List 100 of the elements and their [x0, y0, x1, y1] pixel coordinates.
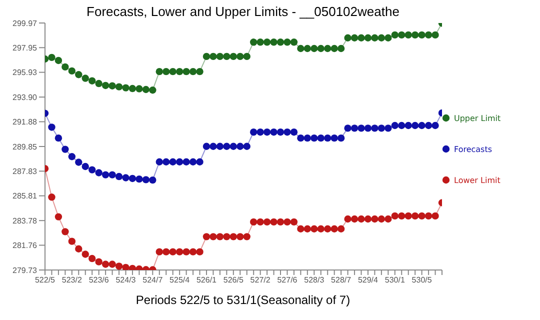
point — [256, 38, 264, 46]
legend-label: Lower Limit — [454, 176, 500, 184]
point — [68, 67, 76, 75]
point — [324, 44, 332, 52]
point — [128, 174, 136, 182]
point — [162, 248, 170, 256]
point — [378, 124, 386, 132]
y-tick-label: 295.93 — [12, 68, 38, 78]
point — [424, 31, 432, 39]
point — [284, 128, 291, 136]
y-tick-label: 297.95 — [12, 43, 38, 52]
point — [82, 250, 89, 258]
point — [196, 158, 204, 166]
point — [196, 248, 204, 256]
point — [142, 176, 150, 184]
point — [115, 262, 123, 270]
point — [276, 38, 284, 46]
point — [350, 34, 358, 42]
point — [243, 233, 250, 240]
y-tick-label: 299.97 — [12, 18, 38, 28]
point — [263, 218, 271, 226]
point — [156, 248, 163, 256]
y-tick-label: 289.85 — [12, 142, 38, 152]
point — [223, 142, 230, 150]
point — [350, 124, 358, 132]
point — [297, 134, 304, 142]
point — [263, 38, 271, 46]
x-tick-label: 523/6 — [88, 276, 110, 285]
point — [216, 233, 224, 240]
point — [48, 124, 56, 131]
point — [344, 34, 352, 42]
point — [276, 128, 284, 136]
point — [297, 225, 304, 232]
point — [189, 68, 197, 76]
point — [62, 146, 69, 153]
y-tick-label: 293.90 — [12, 92, 38, 102]
point — [270, 128, 278, 136]
point — [243, 142, 250, 150]
point — [75, 158, 82, 166]
point — [162, 68, 170, 76]
point — [384, 124, 392, 132]
point — [371, 124, 378, 132]
point — [371, 34, 378, 42]
point — [189, 158, 197, 166]
x-tick-label: 528/3 — [304, 276, 325, 285]
y-tick-label: 291.88 — [12, 118, 38, 127]
point — [142, 86, 150, 94]
point — [108, 171, 116, 178]
point — [169, 248, 176, 256]
point — [216, 142, 224, 150]
point — [424, 212, 432, 220]
point — [337, 134, 345, 142]
point — [236, 142, 244, 150]
point — [182, 68, 190, 76]
point — [243, 52, 250, 60]
point — [384, 215, 392, 223]
point — [210, 52, 217, 60]
point — [156, 158, 163, 166]
y-tick-label: 287.83 — [12, 166, 38, 176]
x-tick-label: 526/5 — [223, 276, 244, 285]
point — [344, 124, 352, 132]
point — [54, 56, 62, 64]
point — [230, 142, 238, 150]
point — [108, 260, 116, 268]
x-tick-label: 525/4 — [170, 276, 190, 285]
point — [48, 194, 56, 201]
point — [263, 128, 271, 136]
point — [149, 86, 156, 94]
point — [102, 82, 110, 90]
point — [95, 80, 102, 88]
point — [102, 260, 110, 268]
point — [108, 82, 116, 90]
point — [256, 218, 264, 226]
point — [136, 85, 143, 92]
x-tick-label: 530/1 — [384, 276, 406, 285]
point — [122, 174, 130, 182]
point — [115, 83, 123, 90]
point — [162, 158, 170, 166]
point — [48, 54, 56, 62]
point — [202, 233, 210, 240]
point — [236, 52, 244, 60]
point — [337, 225, 345, 232]
y-tick-label: 281.76 — [12, 241, 38, 250]
point — [304, 134, 312, 142]
point — [182, 248, 190, 256]
point — [344, 215, 352, 223]
y-tick-label: 279.73 — [12, 266, 38, 275]
point — [210, 142, 217, 150]
x-axis-title: Periods 522/5 to 531/1(Seasonality of 7) — [134, 293, 352, 307]
point — [88, 254, 96, 262]
point — [290, 218, 298, 226]
point — [88, 166, 96, 174]
x-tick-label: 527/2 — [250, 276, 271, 285]
point — [210, 233, 217, 240]
point — [122, 84, 130, 92]
point — [270, 38, 278, 46]
point — [95, 169, 102, 176]
point — [418, 122, 426, 130]
point — [317, 134, 324, 142]
x-tick-label: 529/4 — [358, 276, 379, 285]
